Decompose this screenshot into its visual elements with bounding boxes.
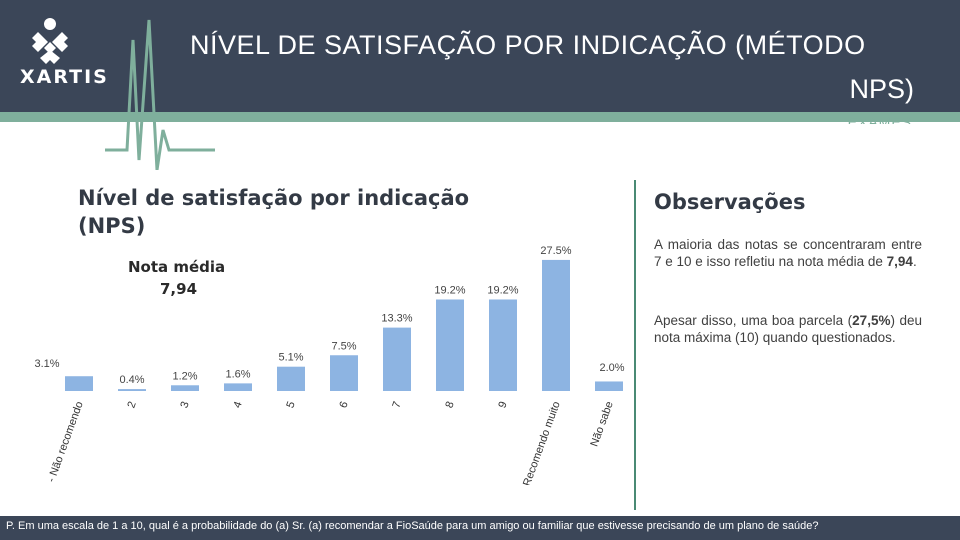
- nota-media-value: 7,94: [160, 280, 198, 298]
- bar-10: [542, 259, 570, 391]
- category-label-1: 1 - Não recomendo: [42, 400, 85, 485]
- bar-5: [277, 366, 305, 391]
- bar-4: [224, 383, 252, 391]
- data-label-6: 7.5%: [331, 340, 356, 352]
- nota-media-label: Nota média: [128, 258, 226, 276]
- observation-paragraph-2: Apesar disso, uma boa parcela (27,5%) de…: [654, 312, 922, 346]
- bar-2: [118, 389, 146, 391]
- category-label-9: 9: [496, 400, 509, 410]
- bar-6: [330, 355, 358, 391]
- observations-title: Observações: [654, 190, 806, 214]
- data-label-10: 27.5%: [540, 245, 571, 257]
- data-label-1: 3.1%: [34, 358, 59, 370]
- footer-bar: P. Em uma escala de 1 a 10, qual é a pro…: [0, 516, 960, 540]
- category-label-10: 10 - Recomendo muito: [513, 400, 562, 485]
- bar-1: [65, 376, 93, 391]
- pulse-line-icon: [105, 19, 215, 170]
- category-label-5: 5: [284, 400, 297, 410]
- obs1-end: .: [912, 254, 917, 269]
- category-label-11: Não sabe: [588, 400, 615, 448]
- page-subtitle: EXAMES: [847, 114, 912, 124]
- data-label-5: 5.1%: [278, 352, 303, 364]
- header-accent-band: [0, 112, 960, 122]
- obs1-text: A maioria das notas se concentraram entr…: [654, 237, 922, 269]
- bar-11: [595, 381, 623, 391]
- data-label-11: 2.0%: [599, 362, 624, 374]
- category-label-7: 7: [390, 400, 403, 410]
- category-label-8: 8: [443, 400, 456, 410]
- page-title: NÍVEL DE SATISFAÇÃO POR INDICAÇÃO (MÉTOD…: [190, 30, 866, 60]
- footer-question: P. Em uma escala de 1 a 10, qual é a pro…: [6, 520, 819, 532]
- bar-7: [383, 327, 411, 391]
- data-label-3: 1.2%: [172, 370, 197, 382]
- category-label-3: 3: [178, 400, 191, 410]
- data-label-2: 0.4%: [119, 374, 144, 386]
- page-title-line2: NPS): [849, 74, 914, 104]
- obs2-end: ) deu nota máxima (10) quando questionad…: [654, 313, 922, 345]
- obs1-bold: 7,94: [886, 254, 913, 269]
- obs2-bold: 27,5%: [852, 313, 891, 328]
- data-label-8: 19.2%: [434, 284, 465, 296]
- chart-title: Nível de satisfação por indicação (NPS): [78, 186, 470, 238]
- bar-chart: 3.1% 1 - Não recomendo 0.4% 2 1.2% 3 1.6% 4 5.1%…: [34, 245, 624, 485]
- bar-3: [171, 385, 199, 391]
- data-label-9: 19.2%: [487, 284, 518, 296]
- header-bar: XARTIS NÍVEL DE SATISFAÇÃO POR INDICAÇÃO…: [0, 0, 960, 170]
- vertical-divider: [634, 180, 636, 510]
- observation-paragraph-1: A maioria das notas se concentraram entr…: [654, 236, 922, 270]
- data-label-4: 1.6%: [225, 368, 250, 380]
- xartis-logo-icon: [32, 18, 68, 64]
- category-label-2: 2: [125, 400, 138, 410]
- category-label-4: 4: [231, 400, 244, 410]
- data-label-7: 13.3%: [381, 313, 412, 325]
- category-label-6: 6: [337, 400, 350, 410]
- obs2-text: Apesar disso, uma boa parcela (: [654, 313, 853, 328]
- bar-9: [489, 299, 517, 391]
- logo-text: XARTIS: [20, 66, 109, 88]
- bar-8: [436, 299, 464, 391]
